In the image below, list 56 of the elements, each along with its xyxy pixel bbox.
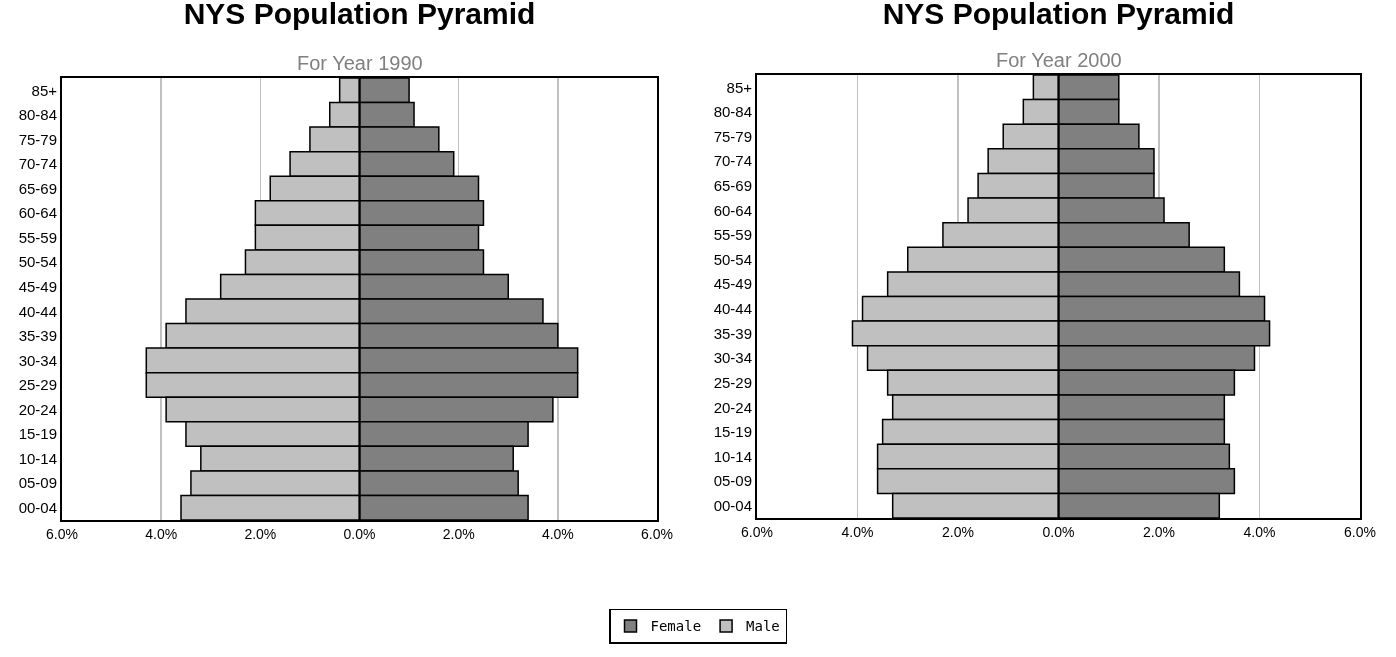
y-tick-label: 50-54 [18, 253, 57, 271]
y-tick-label: 45-49 [18, 277, 57, 295]
y-tick-label: 00-04 [18, 498, 57, 516]
y-tick-label: 20-24 [713, 398, 752, 416]
x-tick-label: 4.0% [841, 523, 874, 540]
y-tick-label: 05-09 [18, 474, 57, 492]
x-tick-label: 6.0% [641, 525, 673, 542]
chart-title: NYS Population Pyramid [882, 0, 1235, 30]
y-tick-label: 20-24 [18, 400, 57, 418]
y-tick-label: 05-09 [713, 472, 752, 490]
y-tick-label: 85+ [726, 78, 753, 96]
x-tick-label: 4.0% [541, 525, 574, 542]
x-tick-label: 6.0% [46, 525, 78, 542]
y-tick-label: 75-79 [18, 130, 57, 148]
x-tick-label: 2.0% [442, 525, 475, 542]
x-tick-label: 6.0% [1344, 523, 1376, 540]
y-tick-label: 15-19 [18, 425, 57, 443]
y-tick-label: 00-04 [713, 496, 752, 514]
x-tick-label: 4.0% [1243, 523, 1276, 540]
x-tick-label: 2.0% [244, 525, 277, 542]
y-tick-label: 50-54 [713, 250, 752, 268]
y-tick-label: 25-29 [713, 373, 752, 391]
y-tick-label: 55-59 [18, 228, 57, 246]
legend-label: Male [746, 618, 780, 635]
y-tick-label: 65-69 [18, 179, 57, 197]
y-tick-label: 15-19 [713, 423, 752, 441]
y-tick-label: 70-74 [713, 152, 752, 170]
y-tick-label: 45-49 [713, 275, 752, 293]
x-tick-label: 6.0% [741, 523, 773, 540]
x-tick-label: 2.0% [942, 523, 974, 540]
legend-label: Female [650, 618, 702, 635]
y-tick-label: 25-29 [18, 376, 57, 394]
chart-subtitle: For Year 1990 [297, 52, 423, 74]
y-tick-label: 85+ [31, 81, 58, 99]
y-tick-label: 80-84 [18, 106, 57, 124]
y-tick-label: 65-69 [713, 177, 752, 194]
y-tick-label: 35-39 [18, 327, 57, 345]
y-tick-label: 40-44 [713, 300, 752, 318]
y-tick-label: 55-59 [713, 226, 752, 244]
y-tick-label: 30-34 [18, 351, 57, 369]
x-tick-label: 0.0% [343, 525, 376, 542]
x-tick-label: 0.0% [1042, 523, 1075, 540]
y-tick-label: 70-74 [18, 155, 57, 173]
chart-subtitle: For Year 2000 [996, 49, 1122, 71]
y-tick-label: 10-14 [713, 447, 752, 465]
chart-title: NYS Population Pyramid [183, 0, 536, 31]
y-tick-label: 10-14 [18, 449, 57, 467]
y-tick-label: 35-39 [713, 324, 752, 342]
x-tick-label: 4.0% [145, 525, 178, 542]
y-tick-label: 60-64 [713, 201, 752, 219]
y-tick-label: 30-34 [713, 349, 752, 367]
y-tick-label: 60-64 [18, 204, 57, 222]
x-tick-label: 2.0% [1143, 523, 1175, 540]
y-tick-label: 40-44 [18, 302, 57, 320]
y-tick-label: 80-84 [713, 103, 752, 121]
y-tick-label: 75-79 [713, 127, 752, 145]
